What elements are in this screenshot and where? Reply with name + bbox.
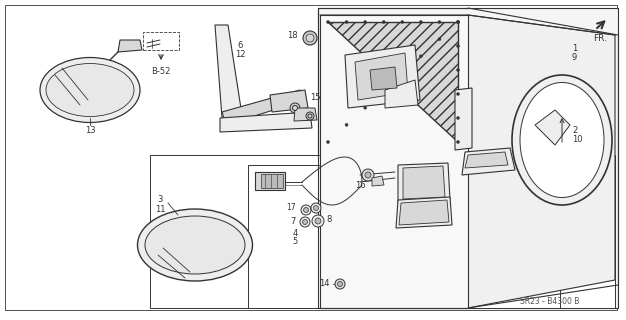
Circle shape [456,44,459,47]
Circle shape [456,92,459,95]
Ellipse shape [520,83,604,197]
Circle shape [301,205,311,215]
Text: 1: 1 [572,44,577,52]
Polygon shape [328,22,458,142]
Polygon shape [150,155,615,308]
Polygon shape [320,15,468,308]
Circle shape [364,20,367,23]
Circle shape [306,112,314,120]
Polygon shape [318,8,618,308]
Circle shape [335,279,345,289]
Circle shape [456,116,459,119]
Circle shape [419,55,423,58]
Circle shape [401,72,404,75]
Text: 3: 3 [157,196,163,204]
Polygon shape [403,166,445,199]
Polygon shape [5,5,617,310]
Polygon shape [372,176,384,186]
Polygon shape [294,108,317,121]
Circle shape [304,207,309,212]
Polygon shape [535,110,570,145]
Polygon shape [248,165,560,308]
Circle shape [456,140,459,143]
Circle shape [456,68,459,71]
Ellipse shape [145,216,245,274]
Polygon shape [222,90,305,125]
Circle shape [337,282,342,286]
Text: 12: 12 [235,50,245,59]
Text: FR.: FR. [593,34,607,43]
Text: B-52: B-52 [151,67,171,76]
Text: 2: 2 [572,125,577,134]
Text: 4: 4 [293,228,298,237]
Polygon shape [385,80,418,108]
Circle shape [314,205,319,211]
Text: 15: 15 [310,92,321,101]
Circle shape [365,172,371,178]
Text: 5: 5 [293,237,298,246]
Circle shape [382,89,385,92]
Polygon shape [465,152,508,168]
Circle shape [300,217,310,227]
Circle shape [362,169,374,181]
Circle shape [311,203,321,213]
Ellipse shape [40,58,140,123]
Circle shape [438,38,441,41]
Circle shape [456,20,459,23]
Circle shape [364,106,367,109]
Circle shape [401,20,404,23]
Polygon shape [261,174,283,188]
Text: 8: 8 [326,215,331,225]
Circle shape [456,20,459,23]
Circle shape [315,218,321,224]
Polygon shape [220,112,312,132]
Polygon shape [270,90,308,112]
Circle shape [438,20,441,23]
Polygon shape [370,67,397,90]
Polygon shape [468,15,615,308]
Circle shape [382,20,385,23]
Polygon shape [462,148,515,175]
Circle shape [345,123,348,126]
Circle shape [312,215,324,227]
Text: 18: 18 [287,30,298,39]
Polygon shape [345,45,420,108]
Circle shape [308,114,312,118]
Text: 13: 13 [85,125,95,134]
Ellipse shape [138,209,252,281]
Polygon shape [455,88,472,150]
Ellipse shape [46,63,134,116]
Polygon shape [396,197,452,228]
Circle shape [303,31,317,45]
Text: 16: 16 [355,180,366,189]
Polygon shape [215,25,242,118]
Text: 7: 7 [290,217,296,226]
Polygon shape [398,163,450,203]
Polygon shape [118,40,142,52]
Text: 6: 6 [237,41,243,50]
Circle shape [306,34,314,42]
Circle shape [302,220,307,225]
Ellipse shape [512,75,612,205]
Text: 17: 17 [286,203,296,212]
Text: 9: 9 [572,52,577,61]
Text: SR23 - B4300 B: SR23 - B4300 B [520,298,580,307]
Circle shape [456,20,459,23]
Circle shape [419,20,423,23]
Circle shape [290,103,300,113]
Circle shape [327,20,329,23]
Text: 14: 14 [319,279,330,289]
Text: 10: 10 [572,134,583,143]
Text: 11: 11 [155,204,165,213]
Circle shape [345,20,348,23]
Polygon shape [255,172,285,190]
Circle shape [292,106,297,110]
Circle shape [327,140,329,143]
FancyBboxPatch shape [143,32,179,50]
Polygon shape [355,53,408,100]
Polygon shape [399,200,449,225]
